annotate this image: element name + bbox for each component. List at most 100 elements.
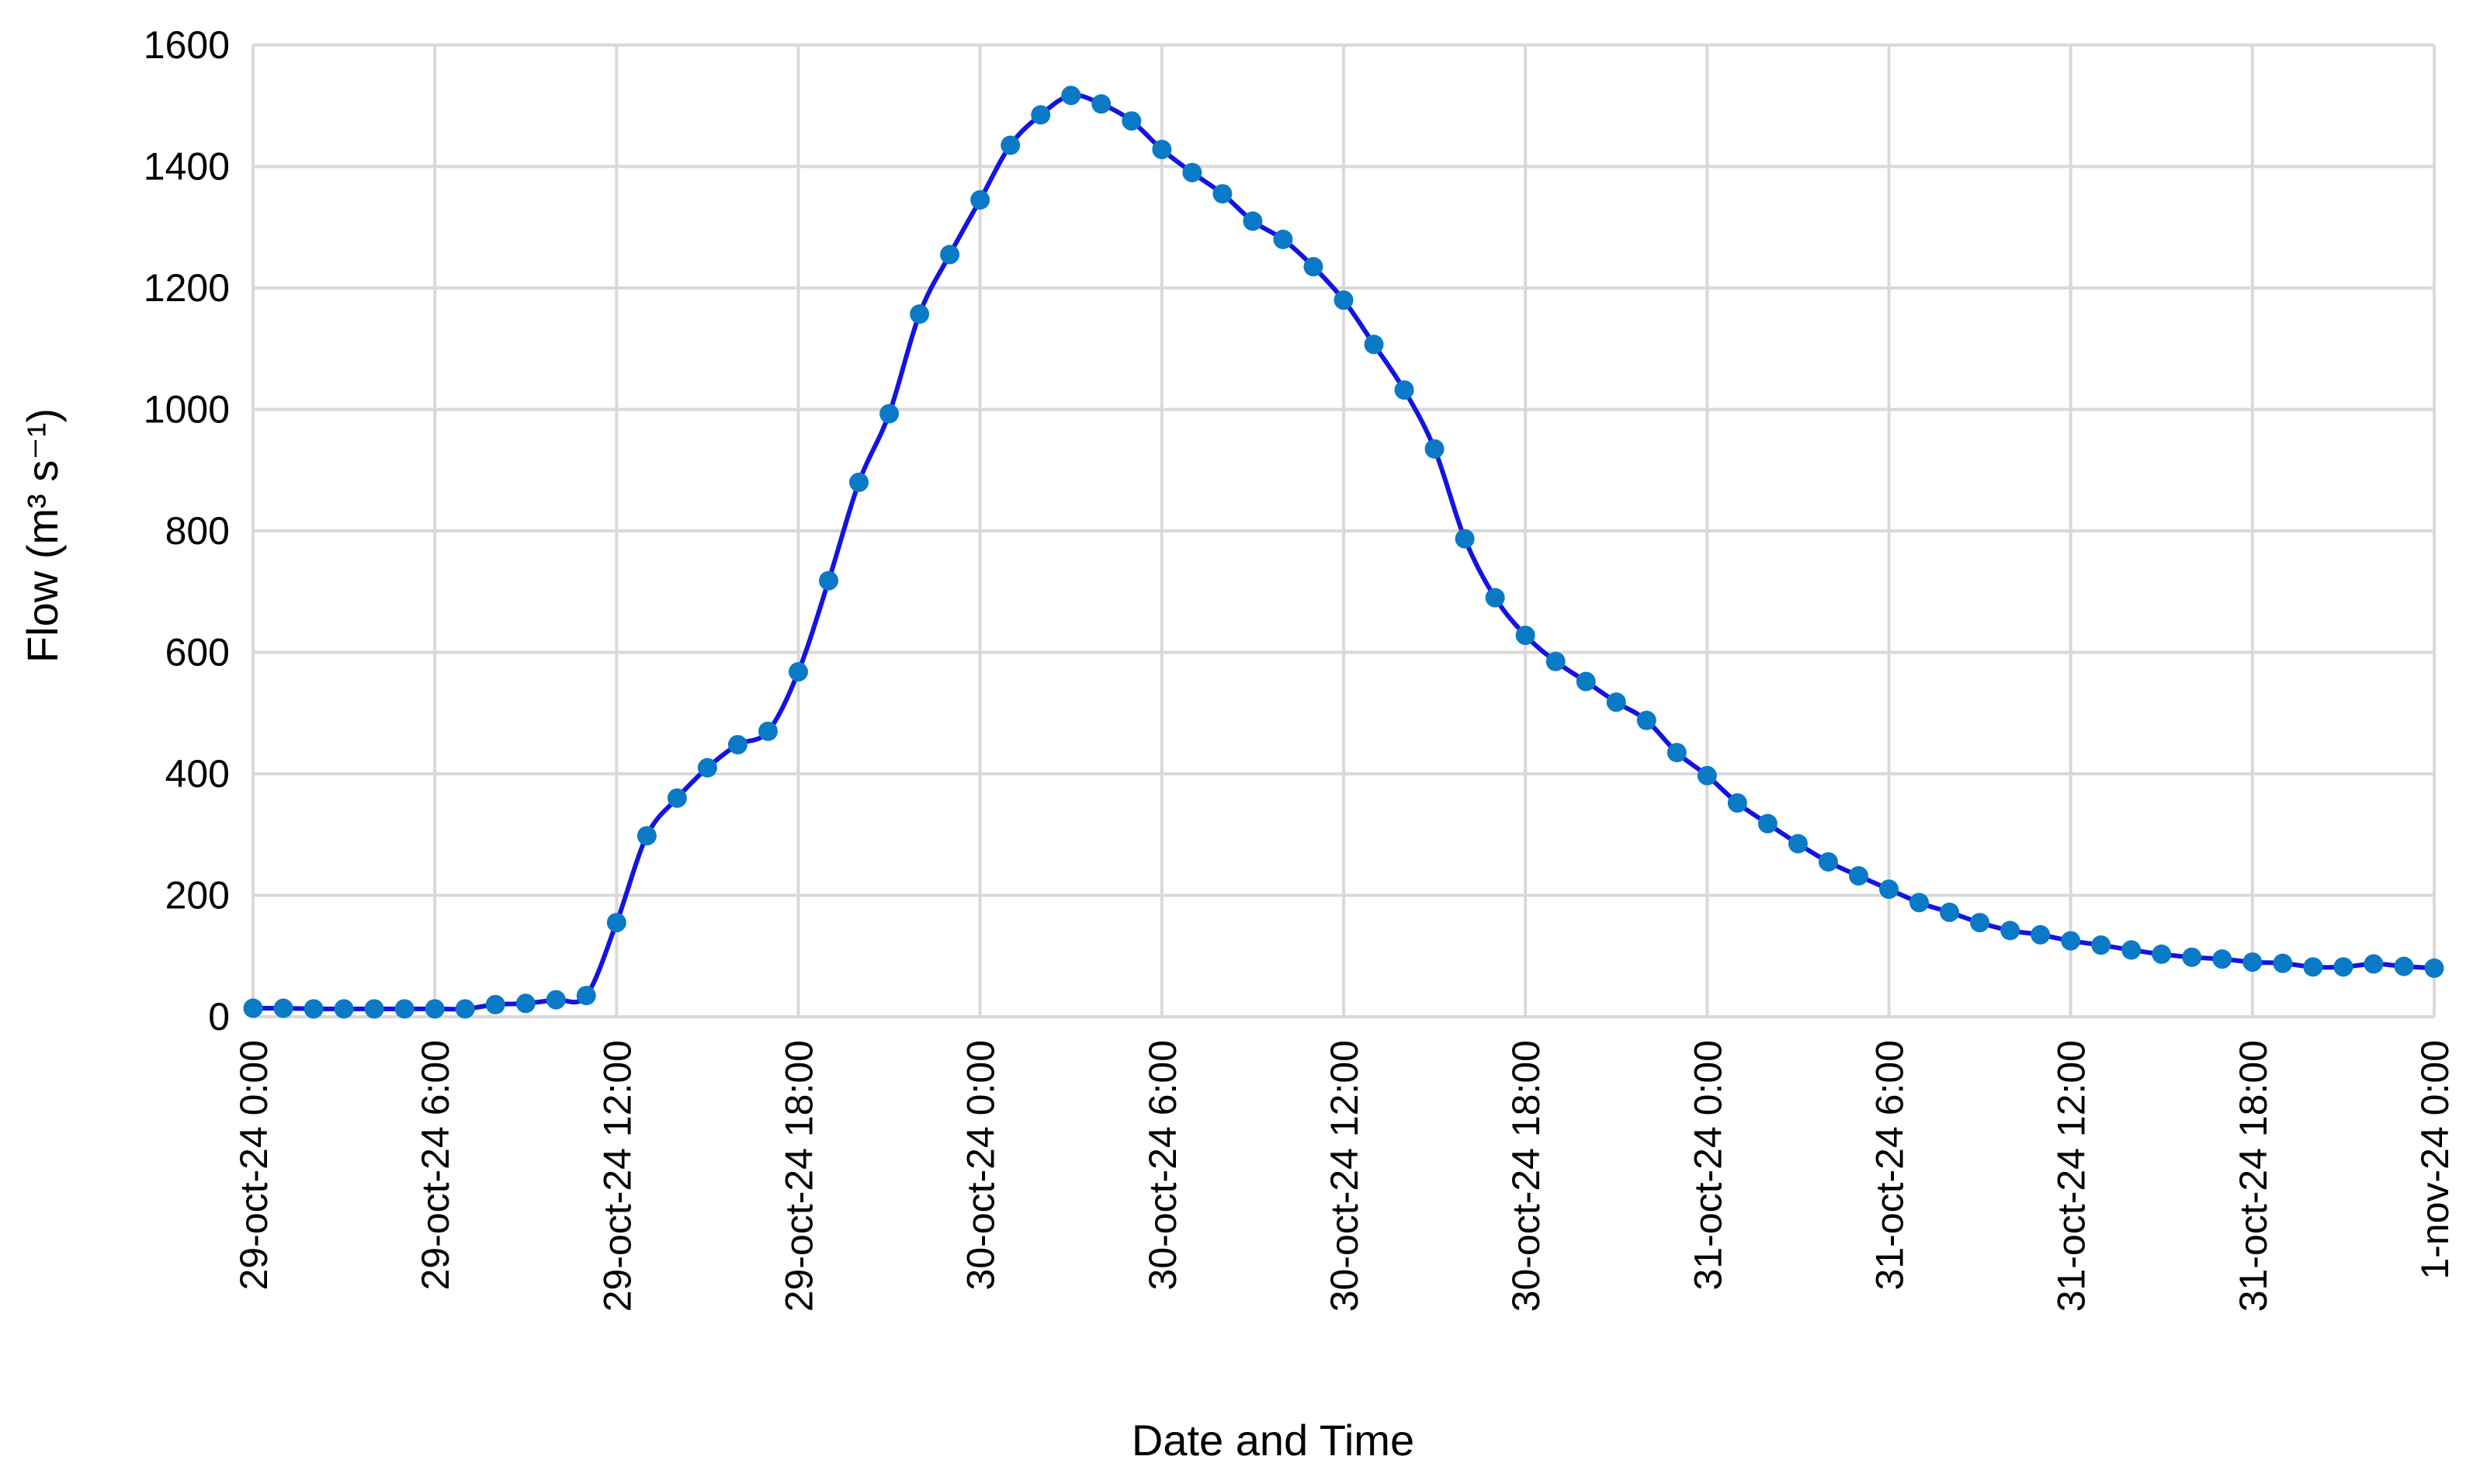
data-point xyxy=(2212,949,2232,969)
y-tick-label: 1600 xyxy=(144,23,230,67)
y-axis-title: Flow (m³ s⁻¹) xyxy=(18,408,67,663)
data-point xyxy=(1001,135,1021,155)
data-point xyxy=(1455,529,1475,549)
data-point xyxy=(1273,229,1293,249)
data-point xyxy=(940,244,960,265)
data-point xyxy=(515,993,536,1014)
data-point xyxy=(394,999,414,1019)
data-point xyxy=(1394,380,1414,400)
data-point xyxy=(849,472,869,492)
y-tick-label: 1200 xyxy=(144,266,230,310)
data-point xyxy=(485,994,505,1014)
data-point xyxy=(243,998,263,1018)
series-layer xyxy=(243,85,2444,1019)
x-tick-label: 31-oct-24 12:00 xyxy=(2050,1040,2093,1312)
data-point xyxy=(1879,879,1899,900)
data-point xyxy=(546,990,566,1010)
data-point xyxy=(879,404,900,424)
data-point xyxy=(1848,865,1868,886)
data-point xyxy=(970,190,990,210)
data-point xyxy=(425,999,445,1019)
data-point xyxy=(1485,588,1505,608)
data-point xyxy=(1909,893,1930,913)
x-tick-label: 30-oct-24 12:00 xyxy=(1323,1040,1366,1312)
x-tick-label: 30-oct-24 18:00 xyxy=(1504,1040,1548,1312)
data-point xyxy=(2182,947,2202,967)
data-point xyxy=(2242,952,2263,973)
x-axis-ticks: 29-oct-24 0:00 29-oct-24 6:00 29-oct-24 12… xyxy=(232,1040,2457,1312)
data-point xyxy=(758,721,778,741)
data-point xyxy=(1243,211,1263,231)
data-point xyxy=(1122,111,1142,131)
data-point xyxy=(2303,957,2323,977)
data-point xyxy=(1636,710,1656,730)
data-point xyxy=(1152,140,1172,160)
y-tick-label: 0 xyxy=(208,995,230,1038)
data-point xyxy=(1364,335,1384,355)
data-point xyxy=(1970,913,1990,933)
data-point xyxy=(2394,956,2414,976)
x-tick-label: 1-nov-24 0:00 xyxy=(2413,1040,2457,1280)
x-tick-label: 31-oct-24 0:00 xyxy=(1686,1040,1729,1290)
data-point xyxy=(2424,958,2444,978)
data-point xyxy=(2061,931,2081,951)
data-point xyxy=(2273,953,2293,973)
x-tick-label: 30-oct-24 6:00 xyxy=(1141,1040,1184,1290)
data-point xyxy=(1545,651,1566,671)
data-point xyxy=(2333,957,2353,977)
data-point xyxy=(819,570,839,591)
data-point xyxy=(1091,94,1112,114)
y-tick-label: 1400 xyxy=(144,145,230,189)
y-tick-label: 1000 xyxy=(144,388,230,432)
data-point xyxy=(1515,626,1535,646)
data-point xyxy=(1576,671,1596,692)
data-point xyxy=(1757,813,1778,834)
x-tick-label: 29-oct-24 6:00 xyxy=(414,1040,457,1290)
data-point xyxy=(273,998,293,1018)
data-point xyxy=(2000,921,2020,941)
data-point xyxy=(1788,834,1808,854)
data-point xyxy=(303,999,324,1019)
y-tick-label: 800 xyxy=(165,509,230,553)
data-point xyxy=(1606,692,1626,713)
x-tick-label: 31-oct-24 18:00 xyxy=(2232,1040,2275,1312)
data-point xyxy=(334,999,354,1019)
data-point xyxy=(455,999,475,1019)
data-point xyxy=(1212,184,1233,204)
data-point xyxy=(1697,765,1717,785)
y-tick-label: 400 xyxy=(165,752,230,796)
data-point xyxy=(1424,439,1445,459)
data-point xyxy=(2091,935,2111,955)
x-tick-label: 31-oct-24 6:00 xyxy=(1868,1040,1912,1290)
data-point xyxy=(1818,851,1838,872)
data-point xyxy=(1334,290,1354,310)
x-axis-title: Date and Time xyxy=(1132,1416,1414,1465)
data-point xyxy=(910,304,930,324)
data-point xyxy=(1727,793,1747,813)
data-point xyxy=(1303,257,1323,277)
x-tick-label: 30-oct-24 0:00 xyxy=(959,1040,1003,1290)
y-tick-label: 600 xyxy=(165,631,230,674)
data-point xyxy=(1667,743,1687,763)
data-point xyxy=(1031,105,1051,125)
grid-lines xyxy=(251,43,2436,1018)
data-point xyxy=(1940,902,1960,922)
data-point xyxy=(2152,944,2172,964)
x-tick-label: 29-oct-24 12:00 xyxy=(595,1040,639,1312)
data-point xyxy=(667,788,687,808)
data-point xyxy=(697,758,717,778)
y-axis-ticks: 0 200 400 600 800 1000 1200 1400 1600 xyxy=(144,23,230,1038)
data-point xyxy=(636,826,657,846)
data-point xyxy=(576,986,596,1006)
data-point xyxy=(727,734,747,754)
x-tick-label: 29-oct-24 0:00 xyxy=(232,1040,276,1290)
data-point xyxy=(2121,940,2142,960)
data-point xyxy=(364,999,384,1019)
data-point xyxy=(2031,924,2051,945)
data-point xyxy=(2364,954,2384,974)
data-point xyxy=(606,913,626,933)
data-point xyxy=(1061,85,1081,106)
x-tick-label: 29-oct-24 18:00 xyxy=(778,1040,821,1312)
data-point xyxy=(1182,162,1202,182)
